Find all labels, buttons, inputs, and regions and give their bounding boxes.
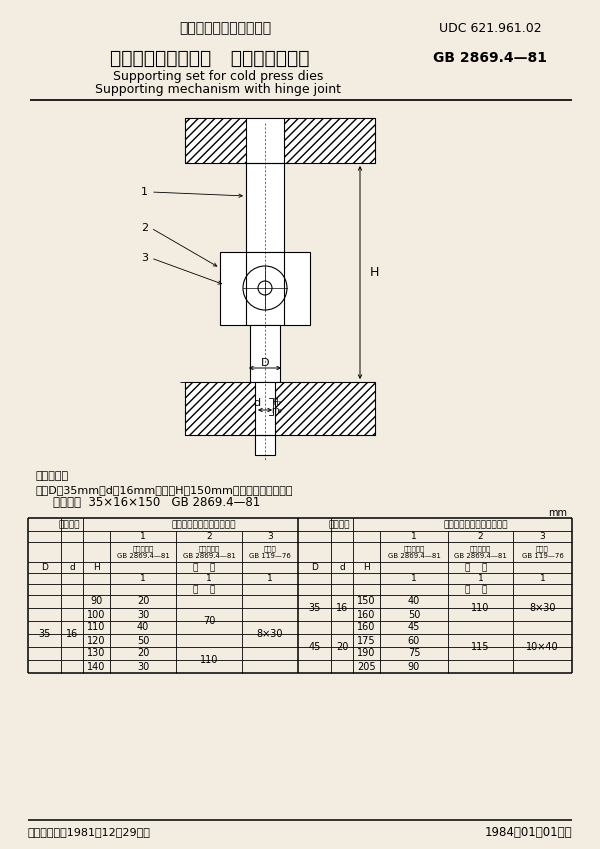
Bar [250,325,280,382]
Text: GB 2869.4—81: GB 2869.4—81 [433,51,547,65]
Text: 205: 205 [357,661,376,672]
Text: 圆柱销
GB 119—76: 圆柱销 GB 119—76 [249,545,291,559]
Text: 35: 35 [308,603,320,613]
Text: 30: 30 [137,661,149,672]
Text: mm: mm [548,508,567,518]
Text: 90: 90 [408,661,420,672]
Text: 20: 20 [137,597,149,606]
Text: 110: 110 [200,655,218,665]
Text: 规    格: 规 格 [465,585,487,594]
Text: 国家标准总局1981－12－29发布: 国家标准总局1981－12－29发布 [28,827,151,837]
Text: 1: 1 [140,574,146,583]
Text: 固定支承柱
GB 2869.4—81: 固定支承柱 GB 2869.4—81 [454,545,507,559]
Text: H: H [363,563,370,572]
Text: d: d [69,563,75,572]
Text: Supporting mechanism with hinge joint: Supporting mechanism with hinge joint [95,82,341,95]
Text: 基本尺寸: 基本尺寸 [58,520,80,529]
Text: 45: 45 [408,622,420,633]
Text: 1: 1 [478,574,484,583]
Text: 规    格: 规 格 [193,585,215,594]
Circle shape [243,266,287,310]
Text: 160: 160 [358,622,376,633]
Text: 1: 1 [539,574,545,583]
Text: 40: 40 [408,597,420,606]
Text: d: d [339,563,345,572]
Text: 3: 3 [141,253,148,263]
Text: 1984－01－01实施: 1984－01－01实施 [484,825,572,839]
Circle shape [258,281,272,295]
Text: 40: 40 [137,622,149,633]
Text: 75: 75 [408,649,420,659]
Text: 35: 35 [38,629,50,639]
Text: H₇: H₇ [272,397,281,407]
Bar [220,252,310,325]
Text: 115: 115 [471,642,490,652]
Text: 110: 110 [88,622,106,633]
Text: 活动支承柱
GB 2869.4—81: 活动支承柱 GB 2869.4—81 [116,545,169,559]
Text: D: D [311,563,318,572]
Text: 2: 2 [141,223,148,233]
Text: 50: 50 [137,636,149,645]
Text: 固定支承柱
GB 2869.4—81: 固定支承柱 GB 2869.4—81 [182,545,235,559]
Bar [255,435,275,455]
Text: 30: 30 [137,610,149,620]
Text: 8×30: 8×30 [529,603,556,613]
Text: 2: 2 [478,532,484,541]
Text: Supporting set for cold press dies: Supporting set for cold press dies [113,70,323,82]
Text: 基本尺寸: 基本尺寸 [328,520,350,529]
Text: 8×30: 8×30 [257,629,283,639]
Text: 110: 110 [472,603,490,613]
Text: 20: 20 [137,649,149,659]
Text: 16: 16 [66,629,78,639]
Text: m₆: m₆ [272,406,282,414]
Text: UDC 621.961.02: UDC 621.961.02 [439,21,541,35]
Text: 活动支承柱
GB 2869.4—81: 活动支承柱 GB 2869.4—81 [388,545,440,559]
Text: D: D [261,358,269,368]
Bar [246,163,284,252]
Text: 1: 1 [267,574,273,583]
Text: 140: 140 [88,661,106,672]
Bar [255,382,275,435]
Text: 支承装置  35×16×150   GB 2869.4—81: 支承装置 35×16×150 GB 2869.4—81 [53,496,260,509]
Text: H: H [370,266,379,279]
Text: 2: 2 [206,532,212,541]
Text: d: d [253,398,260,408]
Text: 3: 3 [267,532,273,541]
Bar [246,118,284,163]
Text: 10×40: 10×40 [526,642,559,652]
Text: 标记示例：: 标记示例： [35,471,68,481]
Text: 1: 1 [141,187,148,197]
Text: 数    量: 数 量 [465,563,487,572]
Text: 190: 190 [358,649,376,659]
Text: 160: 160 [358,610,376,620]
Text: 零件件号、名称及标准编号: 零件件号、名称及标准编号 [172,520,236,529]
Text: 45: 45 [308,642,320,652]
Text: 零件件号、名称及标准编号: 零件件号、名称及标准编号 [444,520,508,529]
Text: 冷冲模限位支承装置   铰链式支承装置: 冷冲模限位支承装置 铰链式支承装置 [110,48,310,68]
Text: 130: 130 [88,649,106,659]
Text: 60: 60 [408,636,420,645]
Text: 50: 50 [408,610,420,620]
Text: 175: 175 [357,636,376,645]
Text: 16: 16 [336,603,348,613]
Text: 直径D＝35mm、d＝16mm、高度H＝150mm的铰链式支承装置：: 直径D＝35mm、d＝16mm、高度H＝150mm的铰链式支承装置： [35,485,293,495]
Text: 1: 1 [411,574,417,583]
Text: 20: 20 [336,642,348,652]
Text: 圆柱销
GB 119—76: 圆柱销 GB 119—76 [521,545,563,559]
Text: 70: 70 [203,616,215,626]
Text: 100: 100 [88,610,106,620]
Text: 150: 150 [357,597,376,606]
Text: H: H [93,563,100,572]
Text: D: D [41,563,48,572]
Text: 中华人民共和国国家标准: 中华人民共和国国家标准 [179,21,271,35]
Text: 1: 1 [140,532,146,541]
Text: 90: 90 [91,597,103,606]
Bar [185,382,375,435]
Text: 3: 3 [539,532,545,541]
Bar [185,118,375,163]
Text: 1: 1 [206,574,212,583]
Text: 1: 1 [411,532,417,541]
Text: 120: 120 [87,636,106,645]
Text: 数    量: 数 量 [193,563,215,572]
